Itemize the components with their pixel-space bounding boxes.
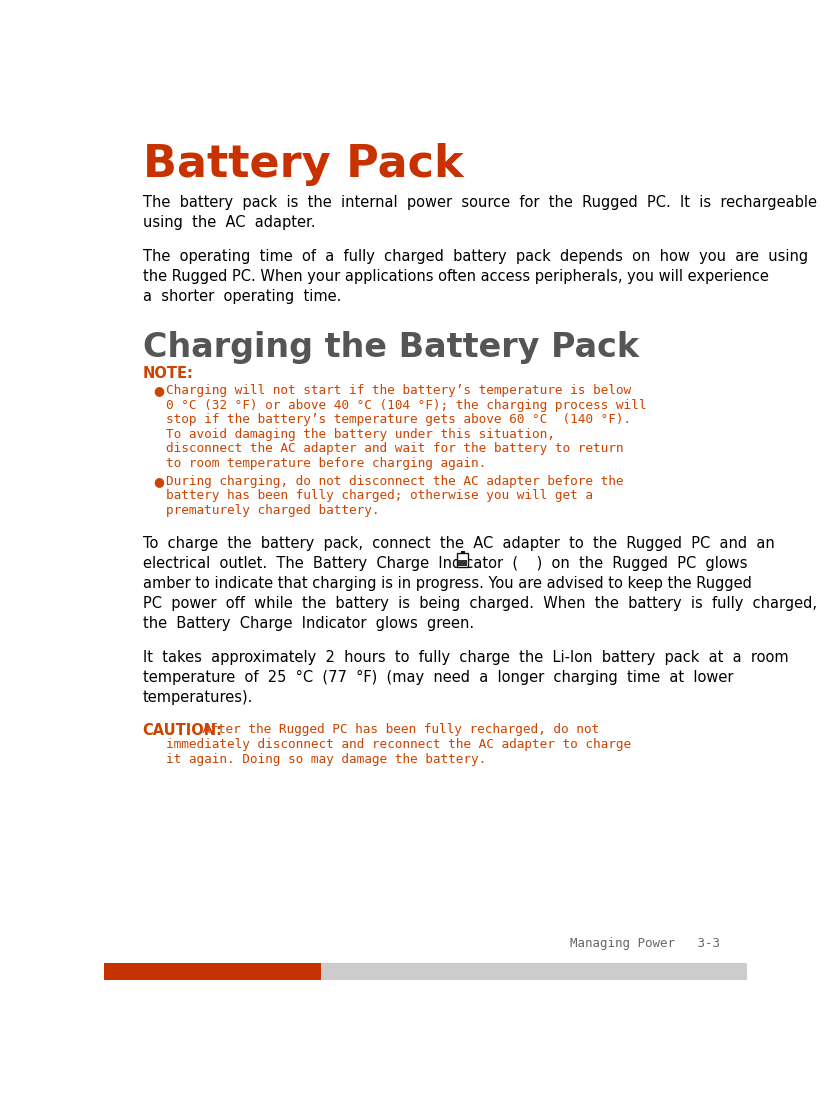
Text: the Rugged PC. When your applications often access peripherals, you will experie: the Rugged PC. When your applications of…	[143, 269, 769, 284]
Text: the  Battery  Charge  Indicator  glows  green.: the Battery Charge Indicator glows green…	[143, 615, 474, 631]
Text: battery has been fully charged; otherwise you will get a: battery has been fully charged; otherwis…	[166, 490, 593, 502]
Text: Managing Power   3-3: Managing Power 3-3	[570, 937, 720, 950]
Text: it again. Doing so may damage the battery.: it again. Doing so may damage the batter…	[166, 753, 486, 765]
Text: Charging will not start if the battery’s temperature is below: Charging will not start if the battery’s…	[166, 384, 631, 396]
Text: disconnect the AC adapter and wait for the battery to return: disconnect the AC adapter and wait for t…	[166, 443, 623, 456]
Text: ●: ●	[154, 384, 164, 396]
Text: 0 °C (32 °F) or above 40 °C (104 °F); the charging process will: 0 °C (32 °F) or above 40 °C (104 °F); th…	[166, 399, 646, 412]
Text: using  the  AC  adapter.: using the AC adapter.	[143, 216, 315, 230]
Text: To  charge  the  battery  pack,  connect  the  AC  adapter  to  the  Rugged  PC : To charge the battery pack, connect the …	[143, 535, 774, 550]
Text: It  takes  approximately  2  hours  to  fully  charge  the  Li-Ion  battery  pac: It takes approximately 2 hours to fully …	[143, 650, 788, 665]
Text: ●: ●	[154, 475, 164, 488]
Text: CAUTION:: CAUTION:	[143, 723, 222, 739]
Text: temperature  of  25  °C  (77  °F)  (may  need  a  longer  charging  time  at  lo: temperature of 25 °C (77 °F) (may need a…	[143, 669, 733, 685]
Text: immediately disconnect and reconnect the AC adapter to charge: immediately disconnect and reconnect the…	[166, 738, 631, 751]
Text: stop if the battery’s temperature gets above 60 °C  (140 °F).: stop if the battery’s temperature gets a…	[166, 413, 631, 426]
Text: NOTE:: NOTE:	[143, 367, 193, 381]
Text: amber to indicate that charging is in progress. You are advised to keep the Rugg: amber to indicate that charging is in pr…	[143, 576, 751, 590]
Text: PC  power  off  while  the  battery  is  being  charged.  When  the  battery  is: PC power off while the battery is being …	[143, 596, 817, 611]
Bar	[104, 963, 320, 980]
Text: The  battery  pack  is  the  internal  power  source  for  the  Rugged  PC.  It : The battery pack is the internal power s…	[143, 195, 817, 210]
Text: prematurely charged battery.: prematurely charged battery.	[166, 504, 379, 517]
Text: Charging the Battery Pack: Charging the Battery Pack	[143, 330, 638, 363]
Bar	[461, 550, 465, 554]
Text: temperatures).: temperatures).	[143, 689, 253, 705]
Text: During charging, do not disconnect the AC adapter before the: During charging, do not disconnect the A…	[166, 475, 623, 488]
Bar	[458, 560, 467, 566]
Text: a  shorter  operating  time.: a shorter operating time.	[143, 290, 341, 304]
Bar	[320, 963, 747, 980]
Text: To avoid damaging the battery under this situation,: To avoid damaging the battery under this…	[166, 428, 554, 440]
Text: Battery Pack: Battery Pack	[143, 143, 463, 186]
Text: to room temperature before charging again.: to room temperature before charging agai…	[166, 457, 486, 470]
Text: electrical  outlet.  The  Battery  Charge  Indicator  (    )  on  the  Rugged  P: electrical outlet. The Battery Charge In…	[143, 556, 747, 570]
FancyBboxPatch shape	[457, 554, 468, 567]
Text: The  operating  time  of  a  fully  charged  battery  pack  depends  on  how  yo: The operating time of a fully charged ba…	[143, 249, 808, 264]
Text: After the Rugged PC has been fully recharged, do not: After the Rugged PC has been fully recha…	[195, 723, 599, 737]
